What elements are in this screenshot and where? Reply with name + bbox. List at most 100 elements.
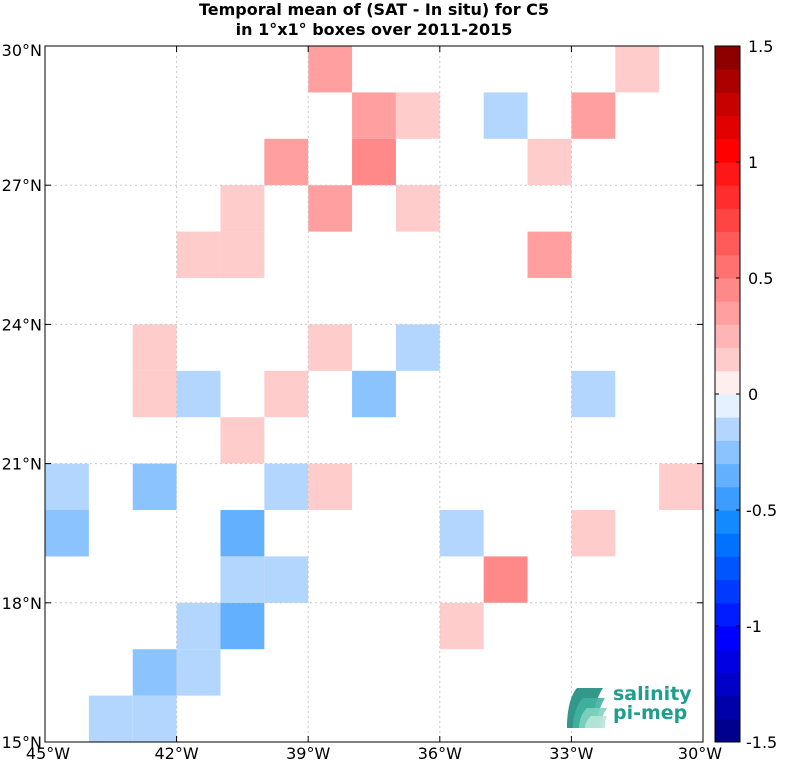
colorbar-tick-label: -1 [746,617,762,636]
salinity-pimep-logo: salinity pi-mep [563,684,703,730]
heatmap-cell [571,92,616,139]
heatmap-cell [571,510,616,557]
heatmap-cell [483,92,528,139]
colorbar-segment [715,69,740,93]
heatmap-cell [264,463,309,510]
heatmap-cell [527,138,572,186]
heatmap-cell [45,510,89,557]
colorbar-segment [715,394,740,418]
y-tick-label: 24°N [2,315,42,334]
colorbar-segment [715,231,740,256]
colorbar-segment [715,556,740,581]
x-tick-label: 33°W [549,744,593,763]
heatmap-cell [132,463,177,510]
colorbar-tick-label: 1 [748,153,758,172]
colorbar-segment [715,278,740,302]
plot-frame [44,45,704,743]
colorbar-segment [715,718,740,743]
heatmap-cell [132,324,177,371]
colorbar-segment [715,626,740,650]
colorbar-segment [715,46,740,70]
colorbar-tick-label: 0.5 [748,269,773,288]
colorbar-tick-label: -0.5 [746,501,777,520]
heatmap-cell [220,417,265,464]
logo-mark-icon [567,688,607,728]
grid-lines [45,46,703,742]
y-tick-label: 15°N [2,733,42,752]
heatmap-cell [176,649,221,696]
colorbar-segment [715,185,740,209]
heatmap-cell [527,231,572,278]
colorbar-segment [715,115,740,140]
colorbar-segment [715,463,740,488]
heatmap-cell [264,138,309,186]
colorbar-tick-label: 1.5 [748,37,773,56]
heatmap-cell [176,370,221,418]
colorbar-segment [715,510,740,534]
heatmap-cell [176,231,221,278]
colorbar-segment [715,324,740,349]
colorbar-segment [715,162,740,186]
heatmap-cells [45,46,703,742]
heatmap-cell [439,602,484,650]
heatmap-cell [352,92,396,139]
heatmap-cell [45,463,89,510]
heatmap-cell [352,370,396,418]
heatmap-cell [395,92,440,139]
chart-subtitle: in 1°x1° boxes over 2011-2015 [235,20,513,39]
heatmap-cell [220,185,265,232]
colorbar-segment [715,138,740,163]
heatmap-cell [176,602,221,650]
colorbar-tick-label: 0 [748,385,758,404]
heatmap-cell [483,556,528,603]
heatmap-cell [308,185,353,232]
heatmap-cell [220,231,265,278]
colorbar-segment [715,92,740,117]
colorbar-segment [715,208,740,233]
colorbar-segment [715,533,740,557]
chart-title: Temporal mean of (SAT - In situ) for C5 [198,0,550,19]
colorbar-tick-label: -1.5 [746,733,777,752]
colorbar-segment [715,301,740,325]
logo-text-salinity: salinity [613,683,692,705]
heatmap-cell [132,695,177,742]
heatmap-cell [308,463,353,510]
heatmap-cell [308,324,353,371]
colorbar: 1.5 1 0.5 0 -0.5 -1 -1.5 [714,37,777,752]
colorbar-segment [715,579,740,604]
heatmap-cell [264,556,309,603]
heatmap-cell [571,370,616,418]
x-tick-label: 36°W [418,744,462,763]
heatmap-cell [132,370,177,418]
colorbar-segment [715,602,740,627]
colorbar-segment [715,440,740,465]
heatmap-cell [615,46,660,93]
heatmap-cell [308,46,353,93]
heatmap-cell [264,370,309,418]
heatmap-cell [659,463,703,510]
heatmap-cell [352,138,396,186]
x-tick-label: 39°W [286,744,330,763]
heatmap-cell [395,185,440,232]
y-tick-label: 27°N [2,176,42,195]
x-tick-label: 45°W [26,744,70,763]
heatmap-cell [88,695,133,742]
heatmap-cell [439,510,484,557]
x-tick-label: 42°W [155,744,199,763]
heatmap-cell [395,324,440,371]
heatmap-cell [220,510,265,557]
colorbar-segment [715,347,740,372]
colorbar-segment [715,672,740,697]
heatmap-cell [132,649,177,696]
colorbar-segment [715,695,740,720]
colorbar-segment [715,417,740,441]
colorbar-segment [715,649,740,673]
heatmap-cell [220,556,265,603]
colorbar-segment [715,254,740,279]
x-tick-label: 30°W [678,744,722,763]
axes: 45°W 42°W 39°W 36°W 33°W 30°W 15°N 18°N 21°N 24°N… [2,41,723,763]
heatmap-cell [220,602,265,650]
logo-text-pimep: pi-mep [613,702,688,724]
y-tick-label: 30°N [2,41,42,60]
